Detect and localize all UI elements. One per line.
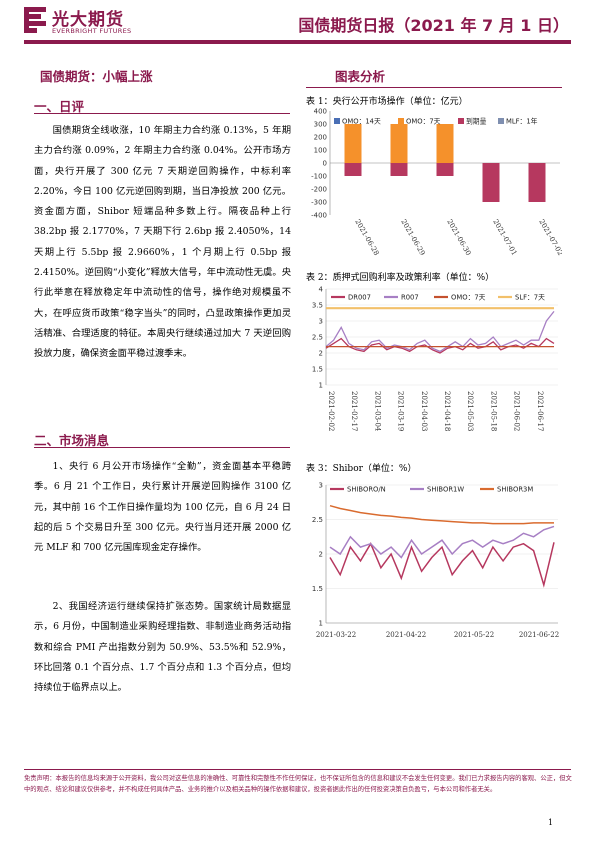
x-tick-label: 2021-05-18 bbox=[489, 391, 497, 431]
bar bbox=[436, 163, 454, 176]
y-tick-label: -100 bbox=[311, 173, 327, 181]
legend-label: 到期量 bbox=[466, 118, 487, 126]
x-tick-label: 2021-04-18 bbox=[443, 391, 451, 431]
x-tick-label: 2021-05-22 bbox=[454, 631, 494, 639]
x-tick-label: 2021-03-22 bbox=[316, 631, 356, 639]
legend-label: OMO：7天 bbox=[451, 294, 486, 302]
bar bbox=[482, 163, 500, 202]
y-tick-label: 3 bbox=[319, 318, 323, 326]
legend-label: OMO：7天 bbox=[406, 118, 441, 126]
legend-swatch bbox=[498, 118, 504, 124]
header-divider bbox=[24, 40, 571, 44]
x-tick-label: 2021-07-02 bbox=[537, 218, 562, 257]
x-tick-label: 2021-03-19 bbox=[397, 391, 405, 431]
legend-label: SHIBOR1W bbox=[427, 486, 464, 494]
y-tick-label: 300 bbox=[314, 121, 327, 129]
omo-bar-chart: 400 300 200 100 0 -100 -200 -300 -400 2021-06-28 2… bbox=[311, 108, 562, 257]
y-tick-label: 1 bbox=[319, 620, 323, 628]
shibor-chart: 3 2.5 2 1.5 1 2021-03-22 2021-04-22 2021-05-22 2… bbox=[312, 482, 559, 640]
x-tick-label: 2021-06-02 bbox=[513, 391, 521, 431]
y-tick-label: 3.5 bbox=[312, 302, 323, 310]
x-tick-label: 2021-06-30 bbox=[445, 218, 472, 257]
footer-divider bbox=[24, 769, 571, 770]
series-line bbox=[325, 337, 555, 354]
series-line bbox=[329, 504, 554, 525]
chart3-title: 表 3：Shibor（单位：%） bbox=[306, 464, 417, 474]
x-tick-label: 2021-03-04 bbox=[373, 391, 381, 432]
series-line bbox=[329, 542, 555, 588]
y-tick-label: 2.5 bbox=[312, 516, 323, 524]
series-line bbox=[329, 525, 555, 559]
y-tick-label: 1.5 bbox=[312, 585, 323, 593]
y-tick-label: 400 bbox=[314, 108, 327, 116]
y-tick-label: 2 bbox=[319, 551, 323, 559]
bar bbox=[344, 124, 362, 163]
logo-icon bbox=[24, 7, 46, 33]
repo-rate-chart: 4 3.5 3 2.5 2 1.5 1 2021-02-02 2021-02-17 2021-03… bbox=[312, 286, 558, 432]
news-paragraph-1: 1、央行 6 月公开市场操作“全勤”，资金面基本平稳跨季。6 月 21 个工作日… bbox=[34, 461, 291, 554]
legend-label: SLF：7天 bbox=[515, 294, 545, 302]
legend-label: R007 bbox=[401, 294, 419, 302]
y-tick-label: -300 bbox=[311, 199, 327, 207]
legend-label: MLF：1年 bbox=[506, 117, 538, 126]
series-line bbox=[325, 310, 555, 353]
x-tick-label: 2021-04-03 bbox=[420, 391, 428, 431]
legend-swatch bbox=[398, 118, 404, 124]
legend-swatch bbox=[458, 118, 464, 124]
chart1-title: 表 1：央行公开市场操作（单位：亿元） bbox=[306, 97, 468, 107]
x-tick-label: 2021-04-22 bbox=[386, 631, 426, 639]
x-tick-label: 2021-02-17 bbox=[350, 391, 358, 431]
logo-subtext: EVERBRIGHT FUTURES bbox=[52, 27, 132, 35]
legend-label: DR007 bbox=[348, 294, 371, 302]
section-heading-review: 一、日评 bbox=[34, 99, 85, 114]
x-tick-label: 2021-06-22 bbox=[519, 631, 559, 639]
bar bbox=[528, 163, 546, 202]
y-tick-label: -400 bbox=[311, 212, 327, 220]
legend-label: OMO：14天 bbox=[342, 118, 381, 126]
x-tick-label: 2021-06-28 bbox=[353, 218, 380, 257]
x-tick-label: 2021-02-02 bbox=[327, 391, 335, 431]
y-tick-label: 2 bbox=[319, 350, 323, 358]
page-number: 1 bbox=[548, 818, 554, 827]
chart2-title: 表 2：质押式回购利率及政策利率（单位：%） bbox=[306, 273, 495, 283]
bar bbox=[390, 163, 408, 176]
section-divider bbox=[34, 113, 290, 114]
y-tick-label: 2.5 bbox=[312, 334, 323, 342]
news-paragraph-2: 2、我国经济运行继续保持扩张态势。国家统计局数据显示，6 月份，中国制造业采购经… bbox=[34, 601, 291, 694]
y-tick-label: 100 bbox=[314, 147, 327, 155]
y-tick-label: 3 bbox=[319, 482, 323, 490]
section-divider bbox=[34, 447, 290, 448]
section-divider bbox=[306, 87, 562, 88]
review-paragraph: 国债期货全线收涨，10 年期主力合约涨 0.13%，5 年期主力合约涨 0.09… bbox=[34, 125, 291, 360]
y-tick-label: 0 bbox=[323, 160, 327, 168]
x-tick-label: 2021-05-03 bbox=[466, 391, 474, 431]
legend-label: SHIBOR3M bbox=[497, 486, 533, 494]
bar bbox=[344, 163, 362, 176]
y-tick-label: 1.5 bbox=[312, 366, 323, 374]
bar bbox=[436, 124, 454, 163]
charts-headline: 图表分析 bbox=[335, 69, 386, 84]
disclaimer-text: 免责声明：本报告的信息均来源于公开资料，我公司对这些信息的准确性、可靠性和完整性… bbox=[24, 775, 572, 793]
legend-swatch bbox=[334, 118, 340, 124]
legend-label: SHIBORO/N bbox=[347, 486, 386, 494]
y-tick-label: 200 bbox=[314, 134, 327, 142]
bar bbox=[390, 124, 408, 163]
report-title: 国债期货日报（2021 年 7 月 1 日） bbox=[298, 16, 569, 35]
y-tick-label: 1 bbox=[319, 382, 323, 390]
section-heading-news: 二、市场消息 bbox=[34, 433, 110, 448]
main-headline: 国债期货：小幅上涨 bbox=[40, 69, 153, 84]
y-tick-label: -200 bbox=[311, 186, 327, 194]
y-tick-label: 4 bbox=[319, 286, 324, 294]
logo-text: 光大期货 bbox=[52, 10, 124, 30]
x-tick-label: 2021-06-29 bbox=[399, 218, 426, 257]
x-tick-label: 2021-06-17 bbox=[536, 391, 544, 431]
x-tick-label: 2021-07-01 bbox=[491, 218, 518, 257]
